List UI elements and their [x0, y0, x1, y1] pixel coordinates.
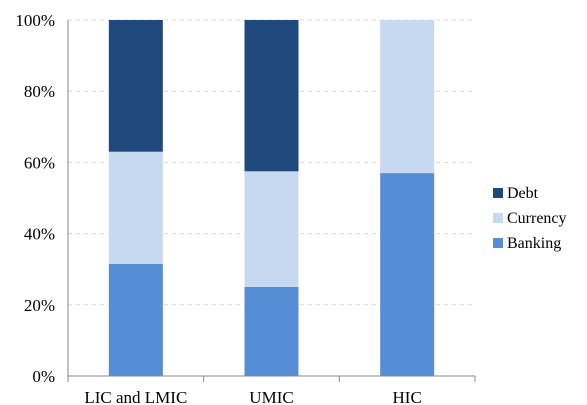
legend-label-currency: Currency — [507, 210, 567, 227]
legend-label-banking: Banking — [507, 235, 561, 252]
legend-label-debt: Debt — [507, 185, 539, 202]
bar-segment-debt — [108, 20, 163, 152]
legend-swatch-debt — [493, 188, 503, 198]
legend-swatch-banking — [493, 238, 503, 248]
bar-segment-currency — [244, 171, 299, 287]
x-tick-label: HIC — [393, 388, 422, 405]
bar-segment-debt — [244, 20, 299, 172]
bar-segment-currency — [380, 20, 435, 174]
bar-segment-banking — [380, 173, 435, 376]
legend: Debt Currency Banking — [493, 185, 567, 252]
y-tick-label: 100% — [15, 11, 55, 30]
y-tick-label: 0% — [32, 367, 55, 386]
y-tick-label: 80% — [24, 82, 55, 101]
x-tick-label: LIC and LMIC — [84, 388, 187, 405]
y-tick-labels: 0% 20% 40% 60% 80% 100% — [15, 11, 55, 386]
y-tick-label: 60% — [24, 153, 55, 172]
axes — [67, 20, 476, 382]
y-tick-label: 40% — [24, 225, 55, 244]
x-tick-label: UMIC — [249, 388, 293, 405]
bar-segment-currency — [108, 151, 163, 264]
bar-segment-banking — [108, 263, 163, 376]
y-tick-label: 20% — [24, 296, 55, 315]
bars — [108, 20, 435, 376]
bar-segment-banking — [244, 287, 299, 376]
x-tick-labels: LIC and LMIC UMIC HIC — [84, 388, 421, 405]
legend-swatch-currency — [493, 213, 503, 223]
